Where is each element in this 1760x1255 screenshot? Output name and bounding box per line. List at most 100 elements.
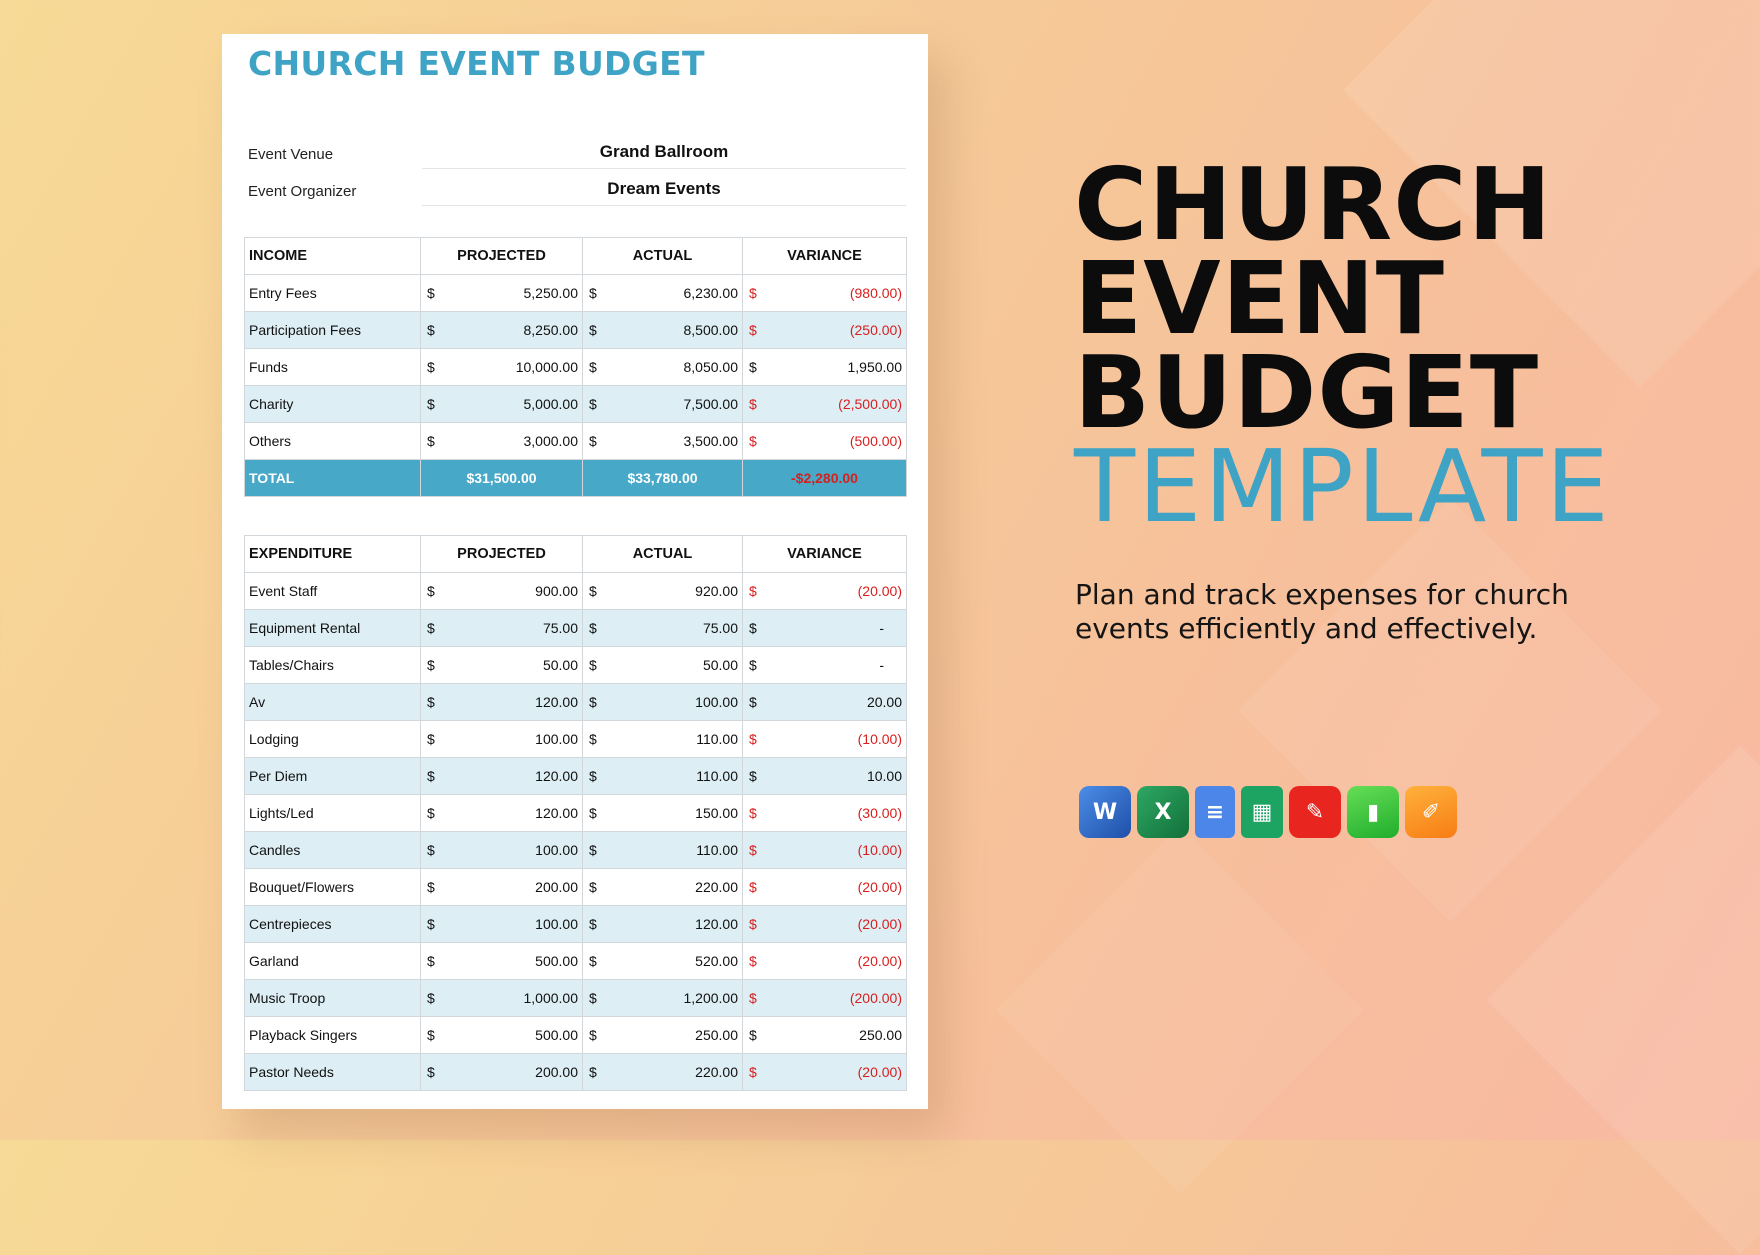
variance-amount: 1,950.00 (847, 359, 903, 375)
currency-symbol: $ (749, 583, 757, 599)
currency-symbol: $ (749, 285, 757, 301)
actual-amount: 1,200.00 (683, 990, 739, 1006)
actual-amount: 7,500.00 (683, 396, 739, 412)
row-label: Candles (244, 831, 421, 869)
income-header-row: INCOME PROJECTED ACTUAL VARIANCE (244, 237, 907, 275)
actual-cell: $110.00 (582, 757, 743, 795)
projected-amount: 100.00 (535, 842, 578, 858)
table-row: Tables/Chairs $50.00 $50.00 $ - (244, 646, 907, 684)
currency-symbol: $ (427, 953, 435, 969)
total-projected: $31,500.00 (420, 459, 583, 497)
projected-cell: $5,250.00 (420, 274, 583, 312)
row-label: Charity (244, 385, 421, 423)
variance-amount: (2,500.00) (838, 396, 902, 412)
projected-cell: $120.00 (420, 683, 583, 721)
tagline: Plan and track expenses for church event… (1075, 578, 1569, 645)
currency-symbol: $ (589, 657, 597, 673)
variance-cell: $ (10.00) (742, 720, 907, 758)
projected-amount: 120.00 (535, 694, 578, 710)
projected-amount: 500.00 (535, 953, 578, 969)
projected-amount: 50.00 (542, 657, 578, 673)
actual-amount: 110.00 (696, 768, 738, 784)
currency-symbol: $ (427, 285, 435, 301)
variance-header: VARIANCE (742, 237, 907, 275)
projected-header: PROJECTED (420, 535, 583, 573)
actual-amount: 920.00 (695, 583, 738, 599)
currency-symbol: $ (427, 842, 435, 858)
excel-icon: X (1137, 786, 1189, 838)
variance-cell: $ (20.00) (742, 942, 907, 980)
actual-cell: $8,500.00 (582, 311, 743, 349)
word-icon: W (1079, 786, 1131, 838)
currency-symbol: $ (589, 879, 597, 895)
currency-symbol: $ (589, 1027, 597, 1043)
event-organizer-row: Event Organizer Dream Events (248, 175, 906, 207)
variance-cell: $250.00 (742, 1016, 907, 1054)
variance-amount: (10.00) (857, 842, 902, 858)
budget-sheet: CHURCH EVENT BUDGET Event Venue Grand Ba… (222, 34, 928, 1109)
projected-amount: 200.00 (535, 879, 578, 895)
google-docs-icon: ≡ (1195, 786, 1235, 838)
projected-cell: $50.00 (420, 646, 583, 684)
event-venue-value: Grand Ballroom (422, 140, 906, 169)
currency-symbol: $ (589, 805, 597, 821)
variance-amount: - (879, 657, 884, 673)
event-organizer-label: Event Organizer (248, 183, 357, 200)
expenditure-table: EXPENDITURE PROJECTED ACTUAL VARIANCE Ev… (244, 535, 907, 1091)
variance-amount: (250.00) (849, 322, 902, 338)
variance-amount: (30.00) (857, 805, 902, 821)
currency-symbol: $ (749, 694, 757, 710)
currency-symbol: $ (749, 768, 757, 784)
actual-cell: $100.00 (582, 683, 743, 721)
projected-cell: $5,000.00 (420, 385, 583, 423)
projected-cell: $8,250.00 (420, 311, 583, 349)
projected-cell: $10,000.00 (420, 348, 583, 386)
currency-symbol: $ (427, 1027, 435, 1043)
table-row: Garland $500.00 $520.00 $ (20.00) (244, 942, 907, 980)
variance-cell: $ (2,500.00) (742, 385, 907, 423)
projected-amount: 5,250.00 (523, 285, 579, 301)
actual-amount: 120.00 (695, 916, 738, 932)
app-icons: W X ≡ ▦ ✎ ▮ ✐ (1079, 786, 1457, 838)
actual-cell: $3,500.00 (582, 422, 743, 460)
variance-amount: (20.00) (857, 879, 902, 895)
actual-amount: 6,230.00 (683, 285, 739, 301)
currency-symbol: $ (749, 359, 757, 375)
projected-cell: $200.00 (420, 1053, 583, 1091)
currency-symbol: $ (589, 359, 597, 375)
row-label: Lodging (244, 720, 421, 758)
actual-cell: $75.00 (582, 609, 743, 647)
actual-cell: $8,050.00 (582, 348, 743, 386)
currency-symbol: $ (427, 433, 435, 449)
currency-symbol: $ (589, 694, 597, 710)
variance-cell: $20.00 (742, 683, 907, 721)
row-label: Others (244, 422, 421, 460)
row-label: Garland (244, 942, 421, 980)
currency-symbol: $ (427, 990, 435, 1006)
variance-header: VARIANCE (742, 535, 907, 573)
variance-cell: $10.00 (742, 757, 907, 795)
currency-symbol: $ (427, 731, 435, 747)
actual-cell: $110.00 (582, 831, 743, 869)
actual-cell: $7,500.00 (582, 385, 743, 423)
actual-amount: 250.00 (695, 1027, 738, 1043)
actual-cell: $6,230.00 (582, 274, 743, 312)
projected-cell: $3,000.00 (420, 422, 583, 460)
currency-symbol: $ (589, 583, 597, 599)
actual-amount: 110.00 (696, 842, 738, 858)
actual-cell: $50.00 (582, 646, 743, 684)
variance-amount: (20.00) (857, 583, 902, 599)
table-row: Av $120.00 $100.00 $20.00 (244, 683, 907, 721)
variance-amount: (980.00) (849, 285, 902, 301)
variance-cell: $ (20.00) (742, 905, 907, 943)
total-variance: -$2,280.00 (742, 459, 907, 497)
row-label: Participation Fees (244, 311, 421, 349)
row-label: Bouquet/Flowers (244, 868, 421, 906)
actual-amount: 220.00 (695, 1064, 738, 1080)
currency-symbol: $ (749, 620, 757, 636)
currency-symbol: $ (427, 1064, 435, 1080)
projected-amount: 200.00 (535, 1064, 578, 1080)
currency-symbol: $ (427, 879, 435, 895)
income-total-row: TOTAL $31,500.00 $33,780.00 -$2,280.00 (244, 459, 907, 497)
variance-amount: (10.00) (857, 731, 902, 747)
